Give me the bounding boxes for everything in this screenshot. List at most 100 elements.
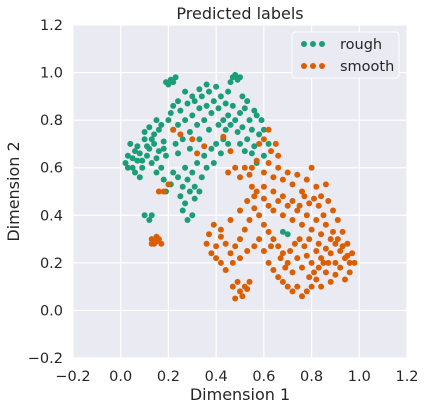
data-point-rough xyxy=(189,169,196,176)
data-point-smooth xyxy=(153,233,160,240)
data-point-rough xyxy=(129,164,136,171)
data-point-rough xyxy=(237,110,243,116)
legend-box xyxy=(291,31,400,79)
data-point-rough xyxy=(220,117,227,124)
data-point-rough xyxy=(155,148,162,155)
data-point-rough xyxy=(279,228,286,235)
data-point-rough xyxy=(158,164,165,171)
data-point-rough xyxy=(248,126,255,133)
legend: rough smooth xyxy=(291,31,400,79)
legend-marker xyxy=(319,41,325,47)
data-point-rough xyxy=(201,117,208,124)
data-point-rough xyxy=(239,93,246,100)
data-point-smooth xyxy=(299,293,305,300)
data-point-smooth xyxy=(232,243,239,250)
data-point-rough xyxy=(251,143,258,150)
x-tick-label: 1.0 xyxy=(348,369,371,385)
data-point-rough xyxy=(215,121,222,128)
data-point-smooth xyxy=(308,283,315,290)
data-point-rough xyxy=(246,117,253,124)
data-point-rough xyxy=(151,131,158,138)
data-point-smooth xyxy=(322,269,329,276)
data-point-rough xyxy=(148,136,155,143)
data-point-rough xyxy=(163,79,169,86)
data-point-rough xyxy=(194,160,201,166)
data-point-rough xyxy=(136,174,143,181)
data-point-smooth xyxy=(253,157,260,164)
data-point-rough xyxy=(144,143,150,150)
data-point-smooth xyxy=(346,269,353,276)
data-point-rough xyxy=(124,152,131,159)
data-point-rough xyxy=(222,100,229,107)
data-point-rough xyxy=(151,140,158,147)
data-point-smooth xyxy=(332,271,339,278)
data-point-smooth xyxy=(256,236,263,243)
data-point-smooth xyxy=(284,259,291,266)
data-point-smooth xyxy=(342,276,348,283)
data-point-rough xyxy=(127,140,134,147)
data-point-rough xyxy=(213,83,220,90)
data-point-smooth xyxy=(244,198,251,204)
data-point-rough xyxy=(198,174,205,181)
data-point-rough xyxy=(239,124,246,131)
data-point-rough xyxy=(177,107,184,114)
data-point-smooth xyxy=(303,288,310,295)
data-point-smooth xyxy=(260,183,267,190)
legend-item-smooth: smooth xyxy=(301,59,394,75)
data-point-smooth xyxy=(339,243,346,250)
data-point-rough xyxy=(153,155,160,162)
data-point-smooth xyxy=(306,200,313,207)
legend-marker xyxy=(301,63,307,69)
data-point-smooth xyxy=(225,169,232,176)
data-point-smooth xyxy=(241,226,248,233)
data-point-smooth xyxy=(308,164,315,171)
data-point-smooth xyxy=(294,255,301,262)
data-point-smooth xyxy=(251,193,258,200)
data-point-rough xyxy=(203,81,210,88)
data-point-smooth xyxy=(294,171,301,178)
data-point-rough xyxy=(206,88,212,95)
data-point-smooth xyxy=(351,259,358,266)
data-point-smooth xyxy=(287,248,294,254)
y-tick-label: −0.2 xyxy=(28,351,63,367)
data-point-smooth xyxy=(332,240,339,247)
data-point-smooth xyxy=(318,283,325,290)
data-point-smooth xyxy=(299,188,305,195)
y-tick-label: 0.2 xyxy=(40,256,63,272)
data-point-smooth xyxy=(234,278,241,285)
data-point-smooth xyxy=(291,240,298,247)
data-point-smooth xyxy=(301,193,308,200)
data-point-rough xyxy=(225,140,232,147)
data-point-smooth xyxy=(337,264,344,271)
data-point-smooth xyxy=(299,221,305,228)
data-point-smooth xyxy=(260,136,267,143)
data-point-rough xyxy=(284,231,291,238)
legend-label: rough xyxy=(340,37,382,53)
data-point-rough xyxy=(208,110,215,116)
data-point-smooth xyxy=(222,267,229,273)
data-point-rough xyxy=(170,169,177,176)
data-point-rough xyxy=(248,150,255,157)
data-point-rough xyxy=(170,79,177,86)
legend-marker xyxy=(319,63,325,69)
data-point-smooth xyxy=(265,126,272,133)
data-point-rough xyxy=(155,126,162,133)
data-point-smooth xyxy=(275,198,282,204)
data-point-smooth xyxy=(320,212,327,219)
data-point-smooth xyxy=(253,188,260,195)
data-point-smooth xyxy=(155,188,162,195)
data-point-rough xyxy=(232,71,239,78)
data-point-smooth xyxy=(237,288,243,295)
data-point-smooth xyxy=(275,152,282,159)
data-point-rough xyxy=(256,131,263,138)
data-point-smooth xyxy=(313,276,320,283)
data-point-rough xyxy=(122,160,129,166)
y-tick-label: 0.6 xyxy=(40,161,63,177)
data-point-smooth xyxy=(334,236,341,243)
data-point-smooth xyxy=(294,207,301,214)
y-tick-label: 1.0 xyxy=(40,66,63,82)
data-point-smooth xyxy=(217,226,224,233)
data-point-smooth xyxy=(232,164,239,171)
data-point-smooth xyxy=(170,126,177,133)
legend-item-rough: rough xyxy=(301,37,382,53)
